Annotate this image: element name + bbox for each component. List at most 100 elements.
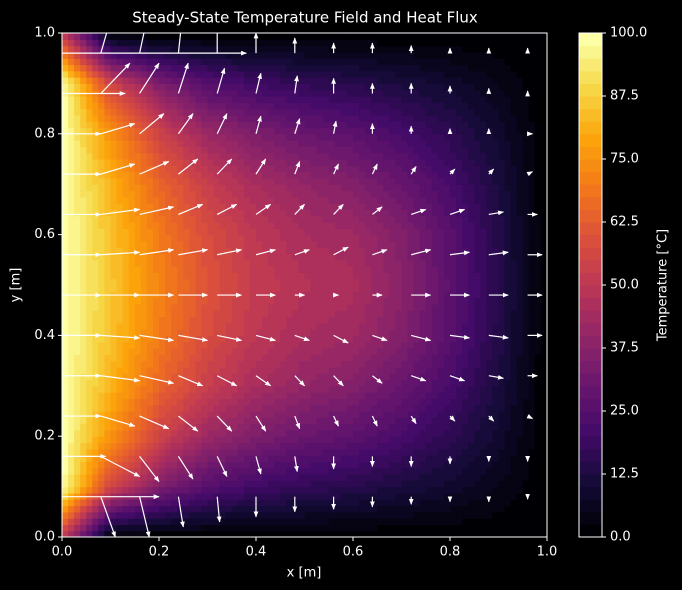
field-cell [395, 152, 403, 160]
field-cell [110, 266, 118, 273]
field-cell [189, 51, 196, 59]
field-cell [274, 385, 281, 393]
field-cell [383, 146, 390, 154]
field-cell [292, 190, 300, 198]
field-cell [353, 140, 360, 147]
field-cell [316, 303, 324, 311]
field-cell [146, 448, 154, 456]
field-cell [322, 45, 330, 53]
field-cell [213, 461, 221, 469]
field-cell [237, 530, 245, 537]
field-cell [165, 322, 172, 330]
field-cell [225, 442, 233, 450]
field-cell [389, 102, 397, 110]
field-cell [110, 96, 118, 103]
field-cell [110, 366, 118, 374]
field-cell [74, 524, 81, 532]
field-cell [128, 322, 136, 330]
field-cell [219, 177, 227, 185]
field-cell [292, 480, 300, 488]
field-cell [322, 240, 330, 248]
field-cell [183, 159, 190, 166]
field-cell [334, 209, 342, 217]
field-cell [195, 159, 203, 166]
field-cell [80, 108, 87, 116]
field-cell [116, 184, 124, 192]
field-cell [104, 297, 112, 305]
field-cell [152, 341, 160, 349]
field-cell [298, 461, 306, 469]
field-cell [401, 366, 409, 374]
field-cell [207, 209, 215, 217]
field-cell [431, 259, 439, 267]
field-cell [280, 209, 287, 217]
field-cell [92, 303, 99, 311]
field-cell [322, 417, 330, 425]
field-cell [86, 234, 93, 242]
field-cell [159, 524, 166, 532]
field-cell [86, 316, 93, 324]
field-cell [80, 461, 87, 469]
field-cell [328, 297, 336, 305]
field-cell [274, 203, 281, 210]
field-cell [134, 33, 142, 40]
field-cell [122, 228, 130, 236]
field-cell [237, 58, 245, 66]
field-cell [389, 127, 397, 135]
field-cell [316, 58, 324, 66]
field-cell [146, 442, 154, 450]
field-cell [134, 335, 142, 343]
field-cell [201, 310, 209, 318]
field-cell [377, 404, 384, 412]
field-cell [274, 77, 281, 84]
field-cell [407, 423, 415, 431]
field-cell [98, 448, 106, 456]
field-cell [201, 385, 209, 393]
field-cell [274, 322, 281, 330]
field-cell [177, 266, 184, 273]
field-cell [171, 152, 178, 160]
field-cell [316, 310, 324, 318]
field-cell [189, 461, 196, 469]
field-cell [116, 253, 124, 261]
field-cell [177, 45, 184, 53]
field-cell [419, 442, 427, 450]
field-cell [104, 329, 112, 336]
field-cell [231, 322, 239, 330]
field-cell [225, 310, 233, 318]
field-cell [122, 171, 130, 179]
field-cell [401, 190, 409, 198]
field-cell [431, 385, 439, 393]
field-cell [62, 272, 69, 280]
field-cell [256, 196, 263, 204]
field-cell [207, 278, 215, 286]
field-cell [383, 442, 390, 450]
field-cell [256, 51, 263, 59]
field-cell [431, 45, 439, 53]
field-cell [219, 247, 227, 255]
field-cell [92, 442, 99, 450]
field-cell [328, 518, 336, 525]
field-cell [256, 184, 263, 192]
field-cell [262, 461, 269, 469]
field-cell [389, 45, 397, 53]
field-cell [74, 146, 81, 154]
field-cell [262, 285, 269, 292]
field-cell [340, 291, 348, 299]
field-cell [401, 499, 409, 507]
field-cell [80, 51, 87, 59]
field-cell [201, 518, 209, 525]
field-cell [431, 366, 439, 374]
field-cell [62, 530, 69, 537]
field-cell [328, 114, 336, 122]
field-cell [389, 297, 397, 305]
field-cell [249, 398, 257, 406]
field-cell [165, 411, 172, 418]
field-cell [365, 102, 372, 110]
field-cell [80, 114, 87, 122]
field-cell [286, 341, 293, 349]
field-cell [122, 511, 130, 519]
field-cell [225, 121, 233, 129]
field-cell [298, 492, 306, 500]
field-cell [225, 272, 233, 280]
